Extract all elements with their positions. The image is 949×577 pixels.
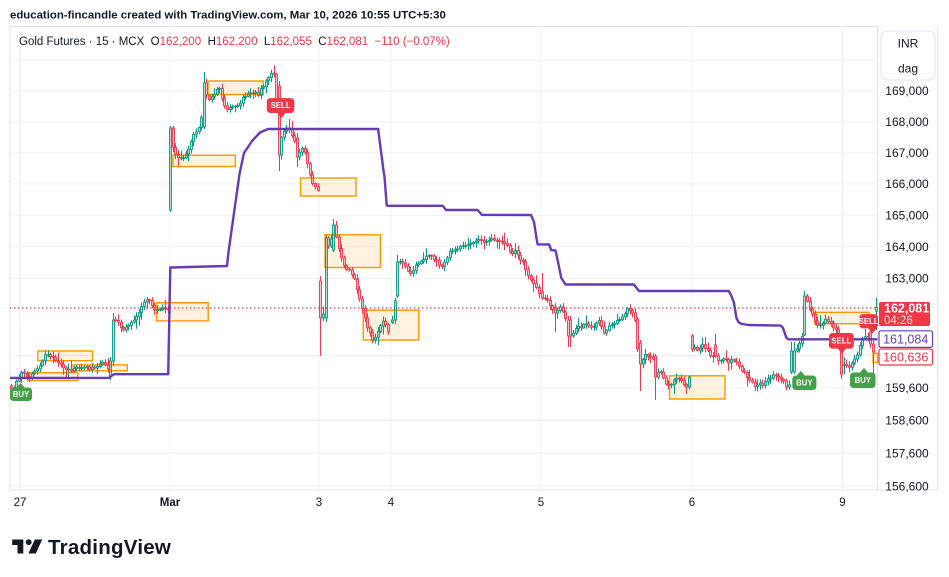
svg-text:168,000: 168,000 — [885, 115, 929, 129]
svg-text:164,000: 164,000 — [885, 240, 929, 254]
svg-text:167,000: 167,000 — [885, 146, 929, 160]
svg-text:TradingView: TradingView — [48, 536, 171, 559]
svg-text:dag: dag — [898, 62, 918, 76]
svg-text:SELL: SELL — [831, 336, 851, 345]
svg-text:BUY: BUY — [855, 376, 872, 385]
svg-text:SELL: SELL — [859, 317, 879, 326]
svg-text:166,000: 166,000 — [885, 177, 929, 191]
svg-text:165,000: 165,000 — [885, 208, 929, 222]
svg-text:160,636: 160,636 — [883, 350, 928, 364]
svg-text:5: 5 — [538, 497, 544, 509]
svg-text:3: 3 — [316, 497, 322, 509]
svg-text:9: 9 — [839, 497, 845, 509]
svg-text:04:26: 04:26 — [884, 315, 913, 327]
svg-text:163,000: 163,000 — [885, 272, 929, 286]
svg-text:6: 6 — [689, 497, 695, 509]
svg-text:162,081: 162,081 — [884, 302, 929, 316]
svg-text:159,600: 159,600 — [885, 381, 929, 395]
svg-text:BUY: BUY — [796, 378, 813, 387]
svg-text:INR: INR — [898, 37, 919, 51]
svg-text:156,600: 156,600 — [885, 480, 929, 494]
svg-text:158,600: 158,600 — [885, 414, 929, 428]
svg-text:BUY: BUY — [13, 390, 30, 399]
svg-text:157,600: 157,600 — [885, 447, 929, 461]
svg-text:Gold Futures · 15 · MCX O162,: Gold Futures · 15 · MCX O162,200 H162,20… — [19, 36, 450, 48]
svg-text:Mar: Mar — [160, 497, 181, 509]
svg-text:169,000: 169,000 — [885, 84, 929, 98]
svg-text:education-fincandle created wi: education-fincandle created with Trading… — [10, 10, 446, 22]
svg-text:SELL: SELL — [271, 101, 291, 110]
svg-text:27: 27 — [14, 497, 27, 509]
svg-text:4: 4 — [388, 497, 395, 509]
svg-text:161,084: 161,084 — [883, 333, 928, 347]
